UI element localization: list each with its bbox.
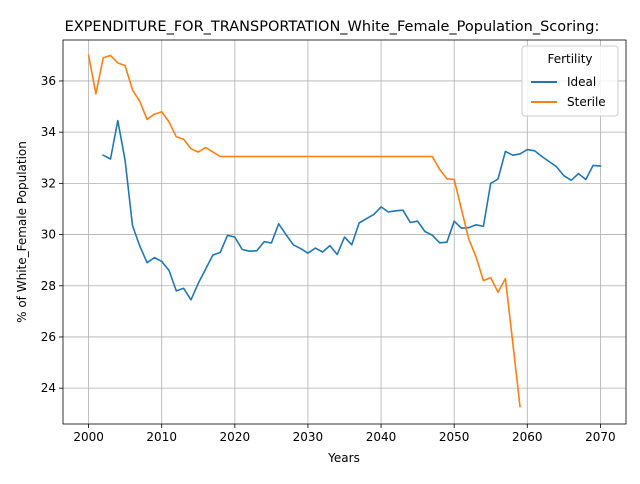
legend: Fertility Ideal Sterile [521,45,619,117]
series-line-ideal [102,119,602,301]
series-line-sterile [87,54,521,408]
y-tick-label: 28 [41,279,56,293]
x-tick-label: 2060 [512,430,543,444]
series-lines [87,54,602,408]
x-tick-label: 2000 [73,430,104,444]
x-axis-label: Years [327,451,360,465]
y-tick-label: 36 [41,74,56,88]
y-tick-label: 34 [41,125,56,139]
y-tick-label: 32 [41,176,56,190]
y-tick-label: 30 [41,228,56,242]
x-tick-label: 2030 [293,430,324,444]
x-axis: 2000 2010 2020 2030 2040 2050 2060 2070 [73,424,616,444]
x-tick-label: 2020 [220,430,251,444]
grid-lines [63,40,626,424]
legend-title: Fertility [547,52,592,66]
y-tick-label: 26 [41,330,56,344]
chart-title: EXPENDITURE_FOR_TRANSPORTATION_White_Fem… [65,19,600,35]
legend-label-sterile: Sterile [567,95,606,109]
x-tick-label: 2040 [366,430,397,444]
y-tick-label: 24 [41,381,56,395]
x-tick-label: 2050 [439,430,470,444]
x-tick-label: 2070 [585,430,616,444]
legend-label-ideal: Ideal [567,75,596,89]
x-tick-label: 2010 [146,430,177,444]
y-axis: 24 26 28 30 32 34 36 [41,74,63,395]
legend-box [521,45,619,117]
plot-frame [62,39,627,425]
y-axis-label: % of White_Female Population [15,141,29,323]
